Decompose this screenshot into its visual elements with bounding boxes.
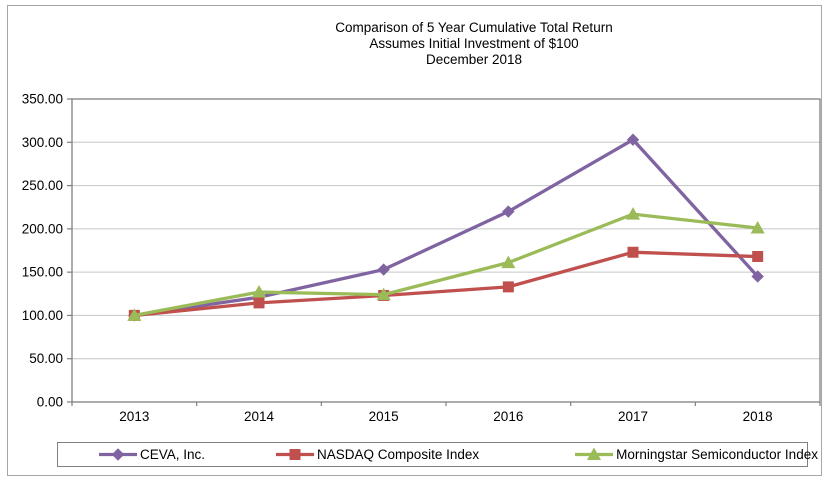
plot-border — [71, 98, 821, 403]
x-axis-label: 2015 — [369, 409, 399, 424]
y-axis-label: 150.00 — [22, 265, 63, 280]
series-point-triangle — [625, 207, 641, 220]
series-point-square — [253, 297, 265, 309]
legend-label-nasdaq: NASDAQ Composite Index — [317, 447, 480, 462]
series-point-triangle — [501, 255, 516, 269]
y-axis-label: 50.00 — [29, 351, 63, 366]
x-axis-label: 2018 — [743, 409, 773, 424]
series-line-2 — [134, 212, 758, 318]
x-axis-label: 2016 — [493, 409, 523, 424]
legend-label-ceva: CEVA, Inc. — [140, 447, 206, 462]
series-point-diamond — [626, 133, 640, 146]
legend-item-morningstar: Morningstar Semiconductor Index — [574, 447, 818, 462]
series-point-triangle — [376, 287, 391, 301]
series-point-triangle — [251, 285, 267, 298]
x-axis-label: 2014 — [244, 409, 275, 424]
chart-title-line1: Comparison of 5 Year Cumulative Total Re… — [335, 20, 613, 35]
legend-item-ceva: CEVA, Inc. — [98, 447, 205, 462]
series-point-square — [502, 281, 514, 293]
y-axis-label: 300.00 — [22, 135, 63, 150]
chart-title-line3: December 2018 — [425, 52, 523, 67]
y-axis-label: 0.00 — [37, 395, 63, 410]
chart-title: Comparison of 5 Year Cumulative Total Re… — [100, 20, 829, 68]
series-point-diamond — [377, 263, 390, 276]
legend: CEVA, Inc. NASDAQ Composite Index Mornin… — [57, 442, 818, 467]
x-axis-label: 2017 — [618, 409, 648, 424]
legend-marker-ceva-diamond-icon — [99, 448, 137, 461]
series-point-square — [752, 251, 764, 263]
y-axis-label: 100.00 — [22, 308, 63, 323]
series-point-diamond — [502, 205, 515, 218]
legend-marker-morningstar-triangle-icon — [575, 448, 614, 460]
y-axis-label: 200.00 — [22, 221, 63, 236]
y-axis-label: 350.00 — [22, 92, 63, 107]
series-point-triangle — [127, 308, 142, 321]
series-line-0 — [134, 138, 759, 318]
legend-label-morningstar: Morningstar Semiconductor Index — [616, 447, 818, 462]
legend-marker-nasdaq-square-icon — [276, 449, 315, 460]
y-axis-label: 250.00 — [22, 178, 63, 193]
legend-item-nasdaq: NASDAQ Composite Index — [275, 447, 479, 462]
series-line-1 — [134, 250, 758, 318]
chart-title-line2: Assumes Initial Investment of $100 — [369, 36, 579, 51]
series-point-square — [627, 246, 639, 258]
legend-marker-shape — [587, 448, 602, 460]
x-axis-label: 2013 — [119, 409, 149, 424]
series-point-triangle — [750, 220, 765, 234]
legend-marker-shape — [111, 448, 125, 461]
series-point-diamond — [751, 270, 764, 283]
legend-marker-shape — [289, 449, 301, 460]
